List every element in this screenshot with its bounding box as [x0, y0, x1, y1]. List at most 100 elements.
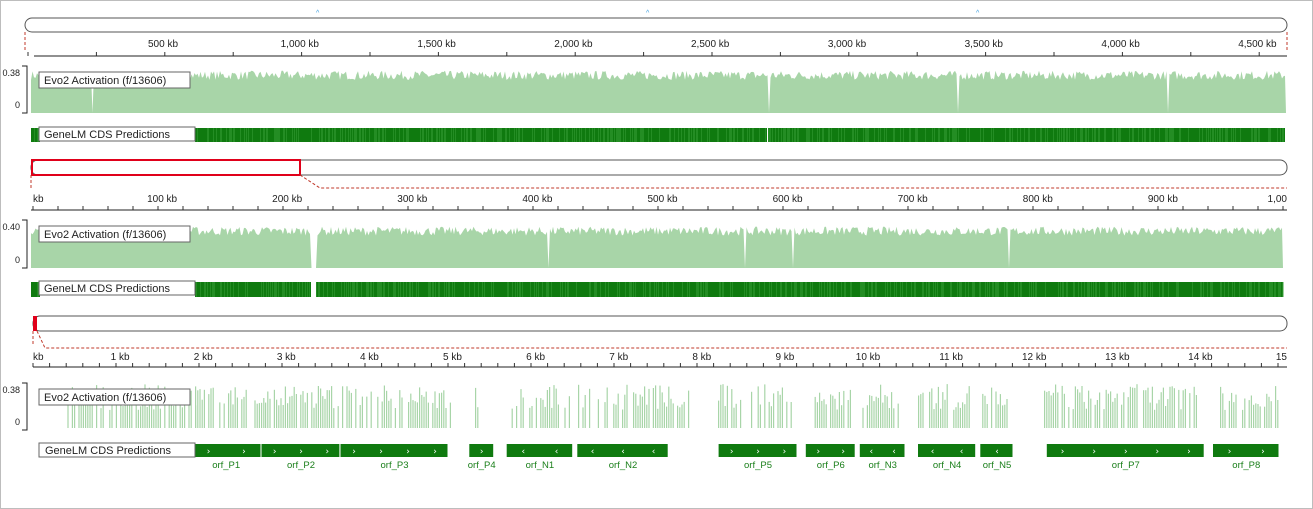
cds-stripe: [277, 128, 278, 142]
cds-stripe: [961, 282, 962, 297]
cds-stripe: [1047, 128, 1048, 142]
activation-track-label: Evo2 Activation (f/13606): [44, 75, 166, 87]
orf-feature[interactable]: [469, 444, 494, 457]
cds-stripe: [1133, 128, 1134, 142]
cds-stripe: [910, 128, 911, 142]
cds-stripe: [1159, 282, 1160, 297]
activation-bar: [830, 394, 832, 428]
tick-label: 9 kb: [775, 352, 794, 363]
cds-stripe: [997, 282, 998, 297]
cds-stripe: [669, 128, 670, 142]
cds-stripe: [1093, 282, 1094, 297]
zoom-selection-window[interactable]: [31, 159, 301, 176]
activation-bar: [1228, 400, 1230, 428]
cds-stripe: [1145, 128, 1146, 142]
cds-stripe: [230, 128, 231, 142]
orf-feature[interactable]: [506, 444, 573, 457]
activation-bar: [355, 388, 357, 428]
cds-stripe: [478, 128, 479, 142]
cds-stripe: [432, 128, 433, 142]
chevron-right-icon: ›: [480, 447, 484, 457]
zoom-navigator-bar[interactable]: [30, 159, 1288, 176]
cds-stripe: [950, 282, 951, 297]
activation-bar: [287, 403, 289, 428]
tick-label: 5 kb: [443, 352, 462, 363]
orf-feature[interactable]: [190, 444, 261, 457]
chevron-left-icon: ‹: [995, 447, 999, 457]
cds-stripe: [995, 282, 996, 297]
cds-stripe: [1060, 282, 1061, 297]
orf-feature[interactable]: [918, 444, 976, 457]
orf-label: orf_P1: [212, 460, 240, 471]
cds-stripe: [471, 128, 472, 142]
zoom-navigator-bar[interactable]: [32, 315, 1288, 332]
activation-bar: [1270, 401, 1272, 428]
orf-feature[interactable]: [340, 444, 448, 457]
orf-feature[interactable]: [1213, 444, 1279, 457]
cds-stripe: [1094, 128, 1095, 142]
cds-stripe: [886, 128, 887, 142]
activation-bar: [276, 399, 278, 428]
orf-feature[interactable]: [859, 444, 905, 457]
tick-label: 300 kb: [397, 194, 427, 205]
cds-stripe: [868, 128, 869, 142]
activation-bar: [328, 390, 330, 428]
activation-bar: [679, 407, 681, 428]
activation-bar: [1235, 394, 1237, 428]
cds-stripe: [1138, 128, 1139, 142]
cds-stripe: [670, 128, 671, 142]
cds-stripe: [594, 128, 595, 142]
cds-stripe: [807, 128, 808, 142]
orf-feature[interactable]: [577, 444, 668, 457]
genome-navigator-bar[interactable]: [24, 17, 1288, 33]
cds-stripe: [937, 282, 938, 297]
cds-stripe: [1219, 128, 1220, 142]
activation-bar: [291, 395, 293, 428]
activation-bar: [875, 396, 877, 428]
tick-label: 3 kb: [277, 352, 296, 363]
activation-bar: [888, 408, 890, 428]
cds-stripe: [1167, 128, 1168, 142]
cds-stripe: [246, 128, 247, 142]
cds-stripe: [674, 128, 675, 142]
cds-stripe: [1024, 128, 1025, 142]
cds-stripe: [1018, 282, 1019, 297]
cds-stripe: [1154, 128, 1155, 142]
activation-bar: [597, 399, 599, 428]
activation-bar: [1099, 392, 1101, 428]
cds-stripe: [939, 128, 940, 142]
orf-feature[interactable]: [805, 444, 855, 457]
activation-bar: [777, 391, 779, 428]
cds-stripe: [1271, 282, 1272, 297]
activation-bar: [265, 402, 267, 428]
cds-stripe: [1112, 282, 1113, 297]
orf-feature[interactable]: [261, 444, 340, 457]
cds-stripe: [1169, 128, 1170, 142]
orf-label: orf_N4: [933, 460, 962, 471]
cds-stripe: [359, 128, 360, 142]
cds-stripe: [1012, 128, 1013, 142]
activation-bar: [962, 402, 964, 428]
activation-bar: [1180, 409, 1182, 428]
activation-bar: [78, 392, 80, 428]
cds-stripe: [625, 282, 626, 297]
orf-feature[interactable]: [1046, 444, 1204, 457]
cds-stripe: [641, 128, 642, 142]
activation-bar: [87, 393, 89, 428]
activation-bar: [1255, 403, 1257, 428]
orf-feature[interactable]: [718, 444, 797, 457]
cds-stripe: [321, 128, 322, 142]
cds-stripe: [598, 128, 599, 142]
orf-feature[interactable]: [980, 444, 1013, 457]
cds-stripe: [284, 128, 285, 142]
cds-stripe: [1087, 282, 1088, 297]
cds-stripe: [283, 282, 284, 297]
tick-label: 500 kb: [647, 194, 677, 205]
cds-stripe: [718, 128, 719, 142]
zoom-selection-window[interactable]: [33, 316, 37, 331]
cds-stripe: [744, 282, 745, 297]
cds-stripe: [196, 282, 197, 297]
cds-stripe: [1259, 128, 1260, 142]
activation-bar: [935, 403, 937, 428]
activation-bar: [953, 409, 955, 428]
